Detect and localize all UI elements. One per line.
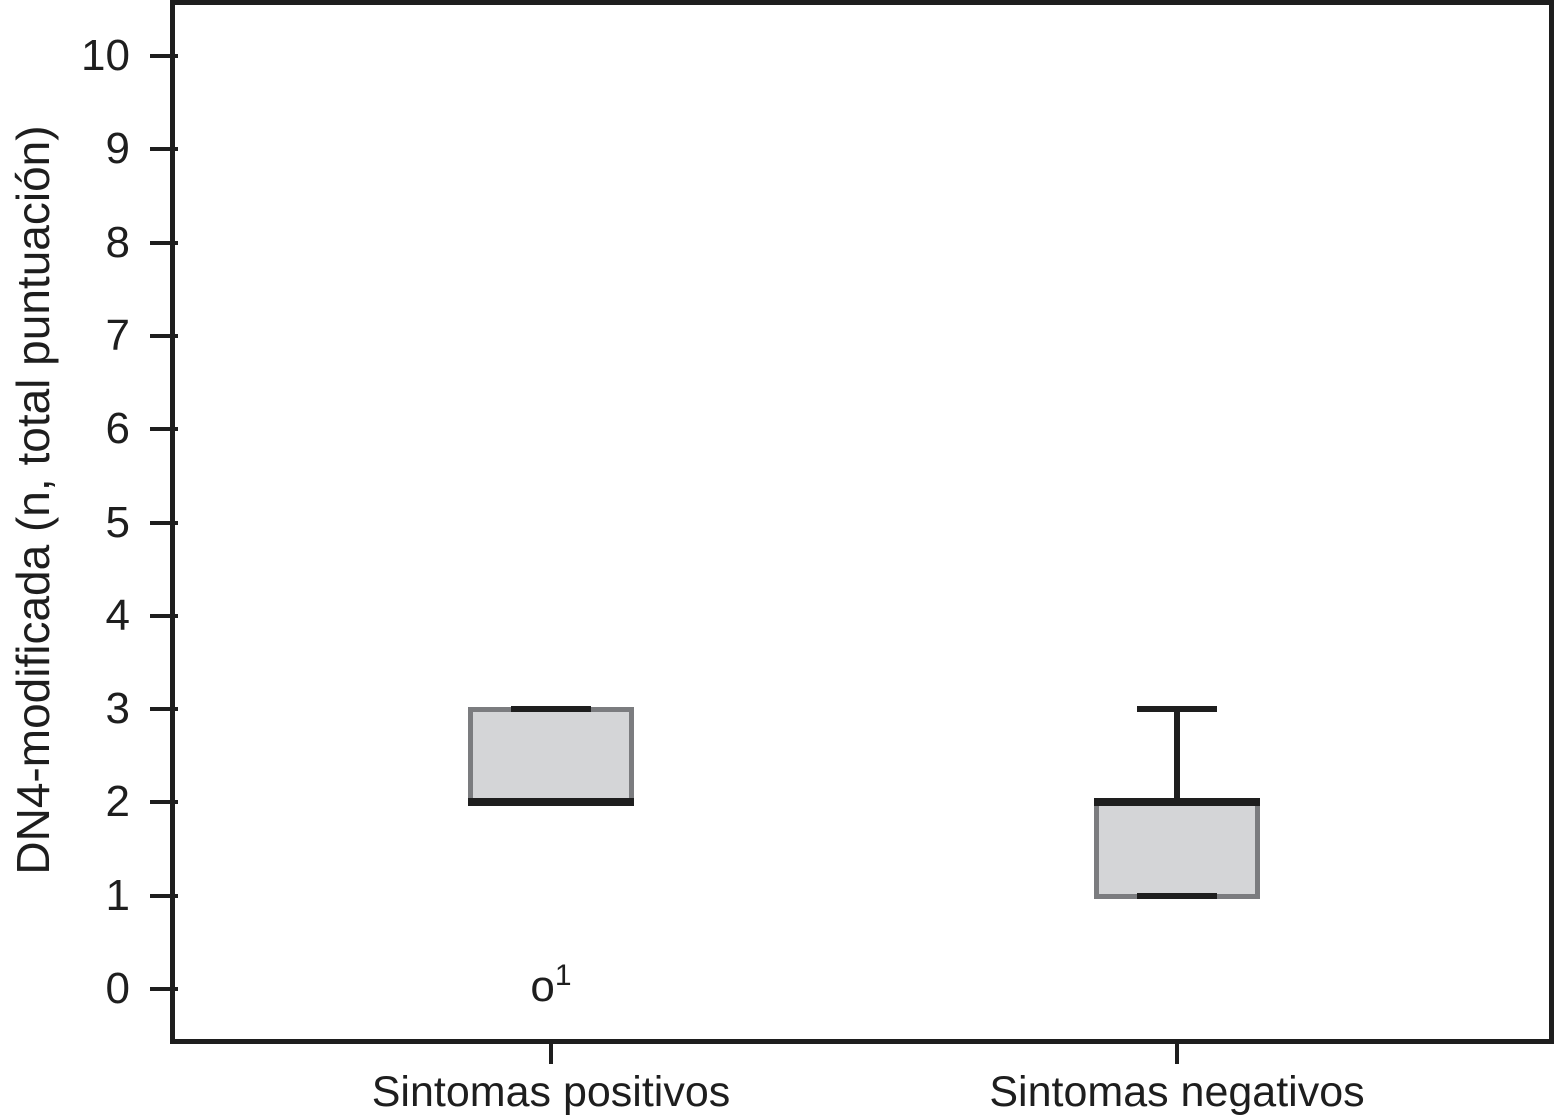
y-axis-tick	[150, 800, 178, 804]
y-axis-tick	[150, 427, 178, 431]
median-line	[1094, 798, 1260, 806]
y-axis-tick	[150, 334, 178, 338]
y-axis-tick-label: 5	[105, 498, 130, 547]
y-axis-tick-label: 8	[105, 218, 130, 267]
plot-frame	[170, 0, 1554, 1044]
x-axis-tick	[1175, 1044, 1179, 1064]
y-axis-tick-label: 7	[105, 311, 130, 360]
y-axis-tick-label: 3	[105, 684, 130, 733]
y-axis-tick	[150, 147, 178, 151]
y-axis-tick-label: 4	[105, 591, 130, 640]
x-axis-category-label: Sintomas negativos	[989, 1068, 1365, 1116]
upper-whisker-cap	[511, 706, 591, 712]
y-axis-tick	[150, 241, 178, 245]
y-axis-tick	[150, 614, 178, 618]
y-axis-tick-label: 6	[105, 404, 130, 453]
upper-whisker-cap	[1137, 706, 1217, 712]
x-axis-tick	[549, 1044, 553, 1064]
y-axis-tick-label: 9	[105, 124, 130, 173]
lower-whisker-cap	[1137, 893, 1217, 899]
y-axis-tick	[150, 894, 178, 898]
median-line	[468, 798, 634, 806]
y-axis-tick	[150, 54, 178, 58]
x-axis-category-label: Sintomas positivos	[371, 1068, 731, 1116]
y-axis-tick	[150, 521, 178, 525]
box-iqr	[1094, 800, 1260, 899]
upper-whisker-stem	[1174, 709, 1180, 802]
y-axis-tick	[150, 987, 178, 991]
y-axis-tick-label: 0	[105, 964, 130, 1013]
outlier-marker: o	[530, 962, 555, 1011]
outlier-case-number: 1	[554, 959, 572, 992]
outlier-point: o1	[530, 961, 571, 1011]
y-axis-tick-label: 10	[81, 31, 130, 80]
y-axis-tick-label: 2	[105, 777, 130, 826]
box-iqr	[468, 707, 634, 805]
y-axis-tick	[150, 707, 178, 711]
y-axis-tick-label: 1	[105, 871, 130, 920]
